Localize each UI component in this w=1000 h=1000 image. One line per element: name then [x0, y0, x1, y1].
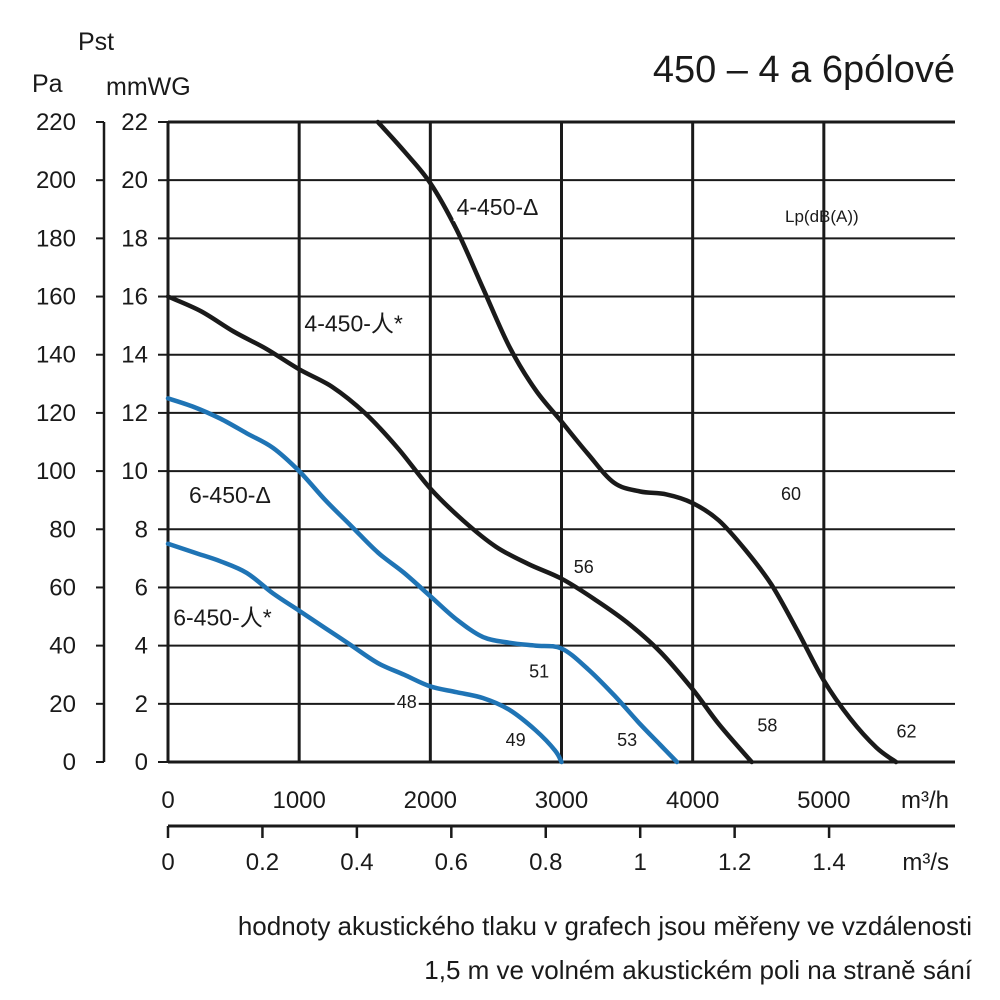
series-label: 4-450-人* — [301, 309, 406, 338]
x-tick-label: 0 — [161, 787, 174, 814]
mmwg-tick-label: 6 — [135, 574, 148, 601]
x-tick-label: 5000 — [797, 787, 850, 814]
chart-title: 450 – 4 a 6pólové — [653, 49, 955, 91]
mmwg-tick-label: 8 — [135, 516, 148, 543]
db-label: 48 — [394, 692, 419, 713]
db-label-bg — [527, 661, 552, 682]
db-label-text: 56 — [574, 557, 594, 577]
x2-tick-label: 1.2 — [718, 849, 751, 876]
db-label: 51 — [527, 661, 552, 682]
series-label-bg — [301, 309, 406, 338]
series-line — [165, 541, 564, 765]
mmwg-tick-label: 0 — [135, 749, 148, 776]
db-label-bg — [571, 556, 596, 577]
x-unit-m3s: m³/s — [902, 849, 949, 876]
pa-tick-label: 100 — [36, 458, 76, 485]
x2-tick-label: 0.6 — [435, 849, 468, 876]
db-label-bg — [779, 484, 804, 505]
series-label-text: 6-450-人* — [173, 604, 271, 630]
mmwg-tick-label: 18 — [121, 225, 148, 252]
db-label: 56 — [571, 556, 596, 577]
series-label-text: 4-450-Δ — [457, 194, 539, 220]
x-tick-label: 2000 — [404, 787, 457, 814]
pa-tick-label: 40 — [49, 633, 76, 660]
db-label: 62 — [894, 721, 919, 742]
series-line — [165, 396, 680, 765]
series-label-bg — [185, 481, 274, 510]
pa-tick-label: 0 — [63, 749, 76, 776]
mmwg-tick-label: 14 — [121, 342, 148, 369]
mmwg-tick-label: 4 — [135, 633, 148, 660]
pa-tick-label: 200 — [36, 167, 76, 194]
series-label: 4-450-Δ — [453, 193, 542, 222]
db-label-text: 60 — [781, 484, 801, 504]
db-label: 60 — [779, 484, 804, 505]
series-label: 6-450-人* — [170, 603, 275, 632]
mmwg-tick-label: 20 — [121, 167, 148, 194]
db-label-bg — [503, 730, 528, 750]
series-label-bg — [453, 193, 542, 222]
mmwg-tick-label: 12 — [121, 400, 148, 427]
db-label-text: 51 — [529, 662, 549, 682]
mmwg-tick-label: 2 — [135, 691, 148, 718]
series-label-bg — [170, 603, 275, 632]
x2-tick-label: 0.4 — [340, 849, 373, 876]
x-tick-label: 4000 — [666, 787, 719, 814]
db-label-bg — [755, 715, 780, 736]
lp-label: Lp(dB(A)) — [785, 207, 859, 226]
pa-tick-label: 160 — [36, 284, 76, 311]
db-label-bg — [394, 692, 419, 713]
series-label-text: 4-450-人* — [304, 310, 402, 336]
series-line — [165, 294, 754, 765]
pa-tick-label: 20 — [49, 691, 76, 718]
db-label: 53 — [615, 730, 640, 750]
x2-tick-label: 1.4 — [812, 849, 845, 876]
pa-tick-label: 80 — [49, 516, 76, 543]
mmwg-tick-label: 22 — [121, 109, 148, 136]
y-unit-pa: Pa — [32, 70, 63, 98]
db-label-bg — [615, 730, 640, 750]
db-label-text: 53 — [617, 730, 637, 750]
pa-tick-label: 60 — [49, 574, 76, 601]
pa-tick-label: 220 — [36, 109, 76, 136]
mmwg-tick-label: 10 — [121, 458, 148, 485]
pa-tick-label: 120 — [36, 400, 76, 427]
x2-tick-label: 1 — [634, 849, 647, 876]
db-label-text: 48 — [397, 692, 417, 712]
series-label: 6-450-Δ — [185, 481, 274, 510]
caption-line-1: hodnoty akustického tlaku v grafech jsou… — [237, 911, 972, 941]
pa-tick-label: 140 — [36, 342, 76, 369]
db-label: 58 — [755, 715, 780, 736]
y-unit-mmwg: mmWG — [106, 73, 191, 101]
db-label-text: 62 — [896, 721, 916, 741]
series-line — [375, 119, 899, 765]
x-tick-label: 3000 — [535, 787, 588, 814]
x2-tick-label: 0.8 — [529, 849, 562, 876]
db-label-bg — [894, 721, 919, 742]
db-label-text: 58 — [757, 715, 777, 735]
y-axis-title: Pst — [78, 28, 114, 56]
series-label-text: 6-450-Δ — [189, 482, 271, 508]
db-label-text: 49 — [506, 730, 526, 750]
x-tick-label: 1000 — [272, 787, 325, 814]
x2-tick-label: 0.2 — [246, 849, 279, 876]
db-label: 49 — [503, 730, 528, 750]
caption-line-2: 1,5 m ve volném akustickém poli na stran… — [424, 955, 972, 985]
mmwg-tick-label: 16 — [121, 284, 148, 311]
x-unit-m3h: m³/h — [901, 787, 949, 814]
x2-tick-label: 0 — [161, 849, 174, 876]
pa-tick-label: 180 — [36, 225, 76, 252]
